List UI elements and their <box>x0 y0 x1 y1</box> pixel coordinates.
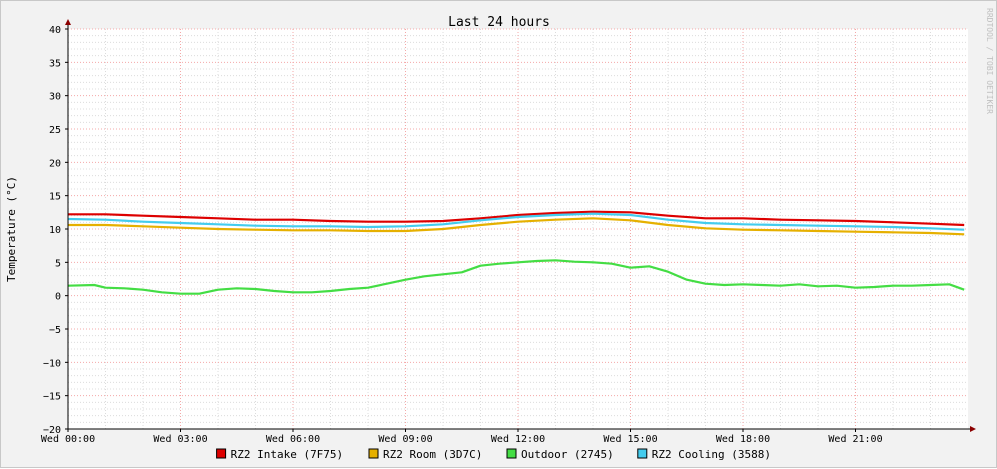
x-axis-arrow <box>970 426 976 432</box>
y-tick-label: −20 <box>43 425 61 436</box>
series-line <box>68 210 965 227</box>
x-tick-label: Wed 03:00 <box>153 434 207 445</box>
legend: RZ2 Intake (7F75) RZ2 Room (3D7C) Outdoor … <box>216 448 771 461</box>
x-tick-label: Wed 09:00 <box>378 434 432 445</box>
y-tick-label: −5 <box>49 325 61 336</box>
chart-title: Last 24 hours <box>448 15 550 30</box>
y-tick-label: 5 <box>55 258 61 269</box>
y-tick-label: 10 <box>49 225 61 236</box>
legend-label: RZ2 Room (3D7C) <box>383 448 482 461</box>
x-tick-label: Wed 15:00 <box>603 434 657 445</box>
y-tick-labels: 40 35 30 25 20 15 10 5 0 −5 −10 −15 −20 <box>43 25 61 436</box>
y-tick-label: 30 <box>49 92 61 103</box>
legend-label: Outdoor (2745) <box>521 448 614 461</box>
series-line <box>68 217 965 236</box>
legend-swatch <box>216 448 227 459</box>
series-line <box>67 212 965 231</box>
legend-label: RZ2 Intake (7F75) <box>231 448 344 461</box>
legend-swatch <box>506 448 517 459</box>
y-tick-label: 0 <box>55 292 61 303</box>
y-axis-label: Temperature (°C) <box>5 176 18 282</box>
x-tick-labels: Wed 00:00 Wed 03:00 Wed 06:00 Wed 09:00 Wed … <box>41 434 883 445</box>
x-tick-label: Wed 06:00 <box>266 434 320 445</box>
y-tick-label: 20 <box>49 158 61 169</box>
y-tick-label: 15 <box>49 192 61 203</box>
y-axis-arrow <box>65 19 71 25</box>
y-tick-label: −10 <box>43 358 61 369</box>
series-layer <box>67 210 965 295</box>
x-tick-label: Wed 12:00 <box>491 434 545 445</box>
x-tick-label: Wed 18:00 <box>716 434 770 445</box>
legend-swatch <box>637 448 648 459</box>
x-tick-label: Wed 00:00 <box>41 434 95 445</box>
y-tick-label: 25 <box>49 125 61 136</box>
legend-swatch <box>368 448 379 459</box>
y-tick-label: 40 <box>49 25 61 36</box>
series-line <box>67 259 965 295</box>
y-tick-label: −15 <box>43 392 61 403</box>
axes <box>65 19 976 432</box>
x-tick-label: Wed 21:00 <box>828 434 882 445</box>
legend-label: RZ2 Cooling (3588) <box>652 448 771 461</box>
watermark: RRDTOOL / TOBI OETIKER <box>985 8 994 114</box>
y-tick-label: 35 <box>49 58 61 69</box>
